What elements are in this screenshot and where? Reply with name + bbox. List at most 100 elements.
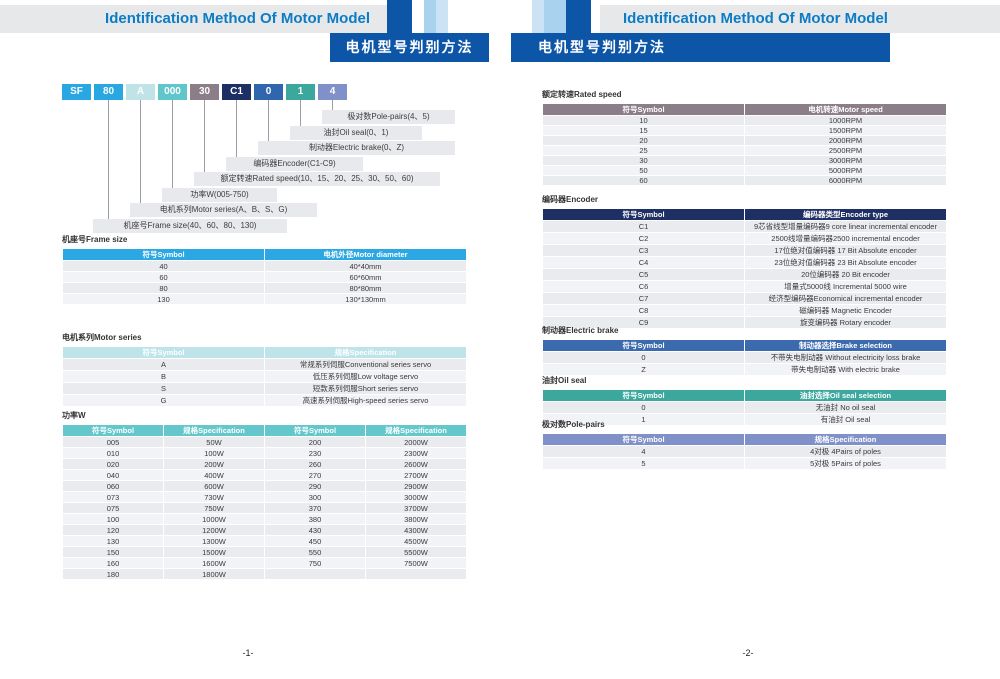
table-cell: 730W [163, 491, 265, 503]
connector-line [300, 100, 301, 126]
table-cell: 230 [264, 447, 366, 459]
table-cell: 短款系列伺服Short series servo [264, 382, 467, 395]
table-row: C3 17位绝对值编码器 17 Bit Absolute encoder [542, 244, 947, 257]
table-cell: 1200W [163, 524, 265, 536]
table-cell: C4 [542, 256, 745, 269]
table-cell: 20 [542, 135, 745, 146]
column-header: 制动器选择Brake selection [744, 339, 947, 352]
decor-square [436, 0, 448, 33]
table-row: 040 400W 270 2700W [62, 469, 467, 481]
table-cell: 0 [542, 351, 745, 364]
motor-series-table: 符号Symbol 规格Specification A 常规系列伺服Convention… [62, 346, 467, 407]
column-header: 符号Symbol [542, 208, 745, 221]
table-cell: 130 [62, 293, 265, 305]
table-cell: 200W [163, 458, 265, 470]
table-cell: 50W [163, 436, 265, 448]
column-header: 规格Specification [264, 346, 467, 359]
table-cell: C3 [542, 244, 745, 257]
column-header: 电机外径Motor diameter [264, 248, 467, 261]
table-cell: 6000RPM [744, 175, 947, 186]
table-row: 25 2500RPM [542, 145, 947, 156]
table-cell [365, 568, 467, 580]
decor-tab-left [387, 0, 412, 33]
connector-line [140, 100, 141, 203]
data-table: 符号Symbol 规格Specification 符号Symbol 规格Specifi… [62, 424, 467, 580]
section-title: 编码器Encoder [542, 195, 599, 204]
table-cell: 2500线增量编码器2500 incremental encoder [744, 232, 947, 245]
table-cell: 磁编码器 Magnetic Encoder [744, 304, 947, 317]
table-cell: 带失电制动器 With electric brake [744, 363, 947, 376]
column-header: 符号Symbol [542, 389, 745, 402]
electric-brake-section: 制动器Electric brake 符号Symbol 制动器选择Brake sel… [542, 325, 947, 376]
table-row: 15 1500RPM [542, 125, 947, 136]
table-cell: 低压系列伺服Low voltage servo [264, 370, 467, 383]
table-row: 30 3000RPM [542, 155, 947, 166]
table-row: 1 有油封 Oil seal [542, 413, 947, 426]
table-cell: 300 [264, 491, 366, 503]
table-row: 60 60*60mm [62, 271, 467, 283]
header-band-left [0, 5, 400, 33]
table-row: 180 1800W [62, 568, 467, 580]
table-cell: 20位编码器 20 Bit encoder [744, 268, 947, 281]
power-table: 符号Symbol 规格Specification 符号Symbol 规格Specifi… [62, 424, 467, 580]
column-header: 符号Symbol [62, 424, 164, 437]
page2-title-zh: 电机型号判别方法 [511, 33, 890, 62]
table-row: 0 不带失电制动器 Without electricity loss brake [542, 351, 947, 364]
table-cell: 370 [264, 502, 366, 514]
header-band-right [600, 5, 1000, 33]
table-cell: 高速系列伺服High-speed series servo [264, 394, 467, 407]
table-cell: C7 [542, 292, 745, 305]
connector-line [204, 100, 205, 172]
page-number-1: -1- [242, 648, 254, 658]
table-row: 20 2000RPM [542, 135, 947, 146]
page1-title-zh: 电机型号判别方法 [330, 33, 489, 62]
column-header: 规格Specification [163, 424, 265, 437]
table-cell: 3700W [365, 502, 467, 514]
data-table: 符号Symbol 规格Specification 4 4对极 4Pairs of po… [542, 433, 947, 470]
column-header: 符号Symbol [542, 103, 745, 116]
column-header: 规格Specification [744, 433, 947, 446]
table-cell: 120 [62, 524, 164, 536]
table-cell: 4300W [365, 524, 467, 536]
table-cell: 450 [264, 535, 366, 547]
table-row: C5 20位编码器 20 Bit encoder [542, 268, 947, 281]
column-header: 电机转速Motor speed [744, 103, 947, 116]
table-cell: 750 [264, 557, 366, 569]
model-code-box: 0 [254, 84, 283, 100]
table-row: C2 2500线增量编码器2500 incremental encoder [542, 232, 947, 245]
power-section: 功率W 符号Symbol 规格Specification 符号Symbol 规格Spe… [62, 410, 467, 580]
model-label-bar: 功率W(005-750) [162, 188, 277, 202]
table-cell: C5 [542, 268, 745, 281]
section-title: 制动器Electric brake [542, 326, 619, 335]
section-title: 油封Oil seal [542, 376, 587, 385]
model-label-bar: 油封Oil seal(0、1) [290, 126, 422, 140]
table-cell: S [62, 382, 265, 395]
table-cell: Z [542, 363, 745, 376]
table-cell: C1 [542, 220, 745, 233]
table-row: 060 600W 290 2900W [62, 480, 467, 492]
table-row: C9 旋变编码器 Rotary encoder [542, 316, 947, 329]
table-row: A 常规系列伺服Conventional series servo [62, 358, 467, 371]
table-cell: 1600W [163, 557, 265, 569]
table-cell: 60 [542, 175, 745, 186]
connector-line [108, 100, 109, 219]
table-cell: 80 [62, 282, 265, 294]
table-cell: C6 [542, 280, 745, 293]
table-cell: 1000W [163, 513, 265, 525]
model-label-bar: 极对数Pole-pairs(4、5) [322, 110, 455, 124]
table-row: 60 6000RPM [542, 175, 947, 186]
motor-series-section: 电机系列Motor series 符号Symbol 规格Specification… [62, 332, 467, 407]
table-cell: B [62, 370, 265, 383]
table-row: C1 9芯省线型增量编码器9 core linear incremental en… [542, 220, 947, 233]
table-cell: 3800W [365, 513, 467, 525]
table-cell: 60 [62, 271, 265, 283]
table-cell: C9 [542, 316, 745, 329]
table-cell: 旋变编码器 Rotary encoder [744, 316, 947, 329]
connector-line [172, 100, 173, 188]
table-row: G 高速系列伺服High-speed series servo [62, 394, 467, 407]
table-cell: 005 [62, 436, 164, 448]
model-label-bar: 额定转速Rated speed(10、15、20、25、30、50、60) [194, 172, 440, 186]
column-header: 规格Specification [365, 424, 467, 437]
table-cell: 9芯省线型增量编码器9 core linear incremental enco… [744, 220, 947, 233]
table-cell: 075 [62, 502, 164, 514]
